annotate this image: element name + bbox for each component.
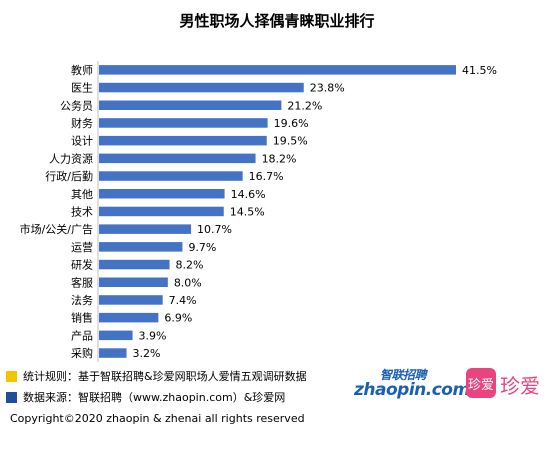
value-label: 14.6% bbox=[231, 188, 266, 201]
bar-chart: 教师 41.5% 医生 23.8% 公务员 21.2% 财务 19.6% 设计 19.5% 人力资源… bbox=[20, 61, 497, 362]
bar bbox=[99, 65, 456, 75]
value-label: 16.7% bbox=[249, 170, 284, 183]
zhaopin-logo-main: zhaopin.com bbox=[354, 380, 470, 400]
bar bbox=[99, 259, 170, 270]
note-source-text: 数据来源：智联招聘（www.zhaopin.com）&珍爱网 bbox=[23, 391, 286, 404]
note-rule-marker bbox=[6, 370, 17, 382]
note-source-marker bbox=[6, 391, 17, 403]
note-rule: 统计规则：基于智联招聘&珍爱网职场人爱情五观调研数据 bbox=[6, 368, 307, 384]
category-label: 技术 bbox=[71, 205, 93, 218]
value-label: 21.2% bbox=[287, 99, 322, 112]
bar bbox=[99, 330, 133, 341]
category-label: 教师 bbox=[71, 64, 93, 77]
value-label: 9.7% bbox=[188, 241, 216, 254]
note-rule-text: 统计规则：基于智联招聘&珍爱网职场人爱情五观调研数据 bbox=[23, 370, 307, 383]
category-label: 其他 bbox=[71, 188, 93, 201]
bar bbox=[99, 118, 268, 128]
category-label: 法务 bbox=[71, 293, 93, 307]
category-label: 财务 bbox=[71, 116, 93, 130]
value-label: 3.9% bbox=[139, 329, 167, 342]
category-label: 市场/公关/广告 bbox=[20, 222, 93, 236]
bar bbox=[99, 189, 225, 199]
category-label: 行政/后勤 bbox=[45, 169, 93, 183]
bar bbox=[99, 153, 256, 164]
bar bbox=[99, 171, 243, 181]
value-label: 8.0% bbox=[174, 276, 202, 289]
category-label: 医生 bbox=[71, 81, 93, 95]
bar bbox=[99, 295, 163, 305]
zhenai-logo-mark-text: 珍爱 bbox=[468, 378, 495, 393]
bar bbox=[99, 135, 267, 146]
zhaopin-logo-top: 智联招聘 bbox=[380, 368, 427, 382]
category-label: 产品 bbox=[71, 328, 93, 342]
bar bbox=[99, 348, 127, 358]
copyright: Copyright©2020 zhaopin & zhenai all righ… bbox=[10, 412, 305, 425]
value-label: 19.6% bbox=[274, 117, 309, 130]
value-label: 41.5% bbox=[462, 64, 497, 77]
category-label: 采购 bbox=[71, 346, 93, 360]
value-label: 8.2% bbox=[176, 259, 204, 272]
zhenai-logo-mark: 珍爱 bbox=[466, 368, 496, 398]
value-label: 18.2% bbox=[262, 152, 297, 165]
bar bbox=[99, 224, 192, 234]
value-label: 7.4% bbox=[169, 294, 197, 307]
note-source: 数据来源：智联招聘（www.zhaopin.com）&珍爱网 bbox=[6, 389, 285, 405]
category-label: 设计 bbox=[71, 135, 93, 148]
category-label: 运营 bbox=[71, 240, 93, 254]
zhaopin-logo: 智联招聘 zhaopin.com bbox=[354, 366, 470, 406]
value-label: 3.2% bbox=[133, 347, 161, 360]
bar bbox=[99, 242, 183, 252]
bar bbox=[99, 82, 304, 93]
value-label: 14.5% bbox=[230, 205, 265, 218]
bar bbox=[99, 206, 224, 217]
value-label: 10.7% bbox=[197, 223, 232, 236]
category-label: 人力资源 bbox=[49, 151, 93, 165]
chart-title: 男性职场人择偶青睐职业排行 bbox=[179, 12, 375, 30]
bar bbox=[99, 312, 159, 323]
zhenai-logo-text: 珍爱 bbox=[500, 374, 540, 398]
category-label: 公务员 bbox=[60, 99, 93, 112]
category-label: 销售 bbox=[71, 311, 93, 325]
value-label: 19.5% bbox=[273, 135, 308, 148]
bar bbox=[99, 277, 168, 287]
category-label: 研发 bbox=[71, 258, 93, 272]
value-label: 23.8% bbox=[310, 82, 345, 95]
value-label: 6.9% bbox=[164, 312, 192, 325]
category-label: 客服 bbox=[71, 275, 93, 289]
bar bbox=[99, 100, 282, 110]
